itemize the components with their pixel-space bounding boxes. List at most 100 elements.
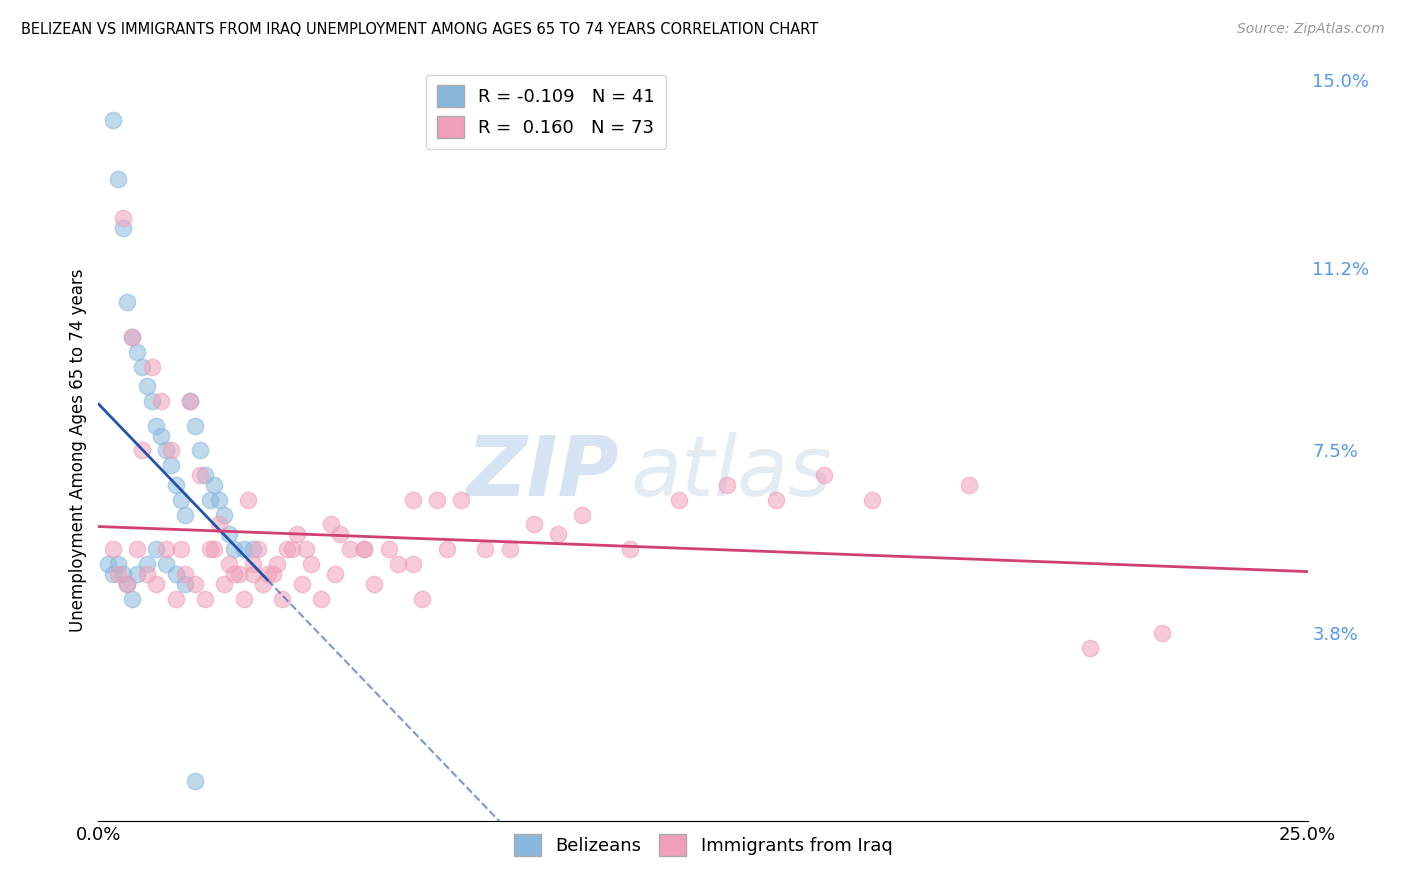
Point <box>242 542 264 557</box>
Text: ZIP: ZIP <box>465 432 619 513</box>
Point <box>174 508 197 522</box>
Point <box>212 508 235 522</box>
Point <box>363 576 385 591</box>
Point <box>222 566 245 581</box>
Point <box>179 394 201 409</box>
Point <box>131 359 153 374</box>
Point <box>101 112 124 127</box>
Point <box>765 492 787 507</box>
Text: Source: ZipAtlas.com: Source: ZipAtlas.com <box>1237 22 1385 37</box>
Point <box>325 566 347 581</box>
Point <box>141 359 163 374</box>
Point <box>474 542 496 557</box>
Point <box>242 557 264 571</box>
Point <box>450 492 472 507</box>
Point <box>155 443 177 458</box>
Point <box>169 492 191 507</box>
Point <box>121 330 143 344</box>
Text: BELIZEAN VS IMMIGRANTS FROM IRAQ UNEMPLOYMENT AMONG AGES 65 TO 74 YEARS CORRELAT: BELIZEAN VS IMMIGRANTS FROM IRAQ UNEMPLO… <box>21 22 818 37</box>
Point <box>198 492 221 507</box>
Point <box>571 508 593 522</box>
Point <box>281 542 304 557</box>
Point <box>111 221 134 235</box>
Point <box>232 542 254 557</box>
Point <box>242 566 264 581</box>
Point <box>271 591 294 606</box>
Point <box>957 478 980 492</box>
Point <box>498 542 520 557</box>
Point <box>276 542 298 557</box>
Point <box>131 443 153 458</box>
Point <box>117 576 139 591</box>
Point <box>402 557 425 571</box>
Point <box>174 576 197 591</box>
Point <box>353 542 375 557</box>
Point <box>165 478 187 492</box>
Point <box>174 566 197 581</box>
Point <box>165 591 187 606</box>
Point <box>1152 626 1174 640</box>
Point <box>135 566 157 581</box>
Point <box>319 517 342 532</box>
Point <box>155 557 177 571</box>
Point <box>117 295 139 310</box>
Text: atlas: atlas <box>630 432 832 513</box>
Point <box>155 542 177 557</box>
Point <box>252 576 274 591</box>
Point <box>377 542 399 557</box>
Point <box>218 557 240 571</box>
Point <box>860 492 883 507</box>
Point <box>107 172 129 186</box>
Point <box>194 591 217 606</box>
Point <box>145 418 167 433</box>
Point <box>150 428 173 442</box>
Point <box>135 557 157 571</box>
Point <box>295 542 318 557</box>
Point <box>101 566 124 581</box>
Point <box>285 527 308 541</box>
Point <box>813 468 835 483</box>
Point <box>101 542 124 557</box>
Point <box>309 591 332 606</box>
Point <box>523 517 546 532</box>
Point <box>411 591 433 606</box>
Point <box>165 566 187 581</box>
Point <box>150 394 173 409</box>
Point <box>127 566 149 581</box>
Point <box>339 542 361 557</box>
Point <box>212 576 235 591</box>
Point <box>329 527 352 541</box>
Point <box>160 443 183 458</box>
Point <box>716 478 738 492</box>
Point <box>169 542 191 557</box>
Point <box>97 557 120 571</box>
Point <box>194 468 217 483</box>
Point <box>238 492 260 507</box>
Point <box>619 542 641 557</box>
Point <box>121 330 143 344</box>
Point <box>232 591 254 606</box>
Point <box>188 468 211 483</box>
Point <box>127 542 149 557</box>
Point <box>184 774 207 789</box>
Point <box>135 379 157 393</box>
Point <box>204 478 226 492</box>
Point <box>208 517 231 532</box>
Point <box>387 557 409 571</box>
Point <box>266 557 288 571</box>
Point <box>204 542 226 557</box>
Point <box>141 394 163 409</box>
Point <box>426 492 449 507</box>
Point <box>107 566 129 581</box>
Point <box>228 566 250 581</box>
Point <box>145 576 167 591</box>
Point <box>299 557 322 571</box>
Legend: Belizeans, Immigrants from Iraq: Belizeans, Immigrants from Iraq <box>506 827 900 863</box>
Point <box>256 566 278 581</box>
Point <box>198 542 221 557</box>
Point <box>208 492 231 507</box>
Point <box>353 542 375 557</box>
Point <box>402 492 425 507</box>
Point <box>179 394 201 409</box>
Point <box>188 443 211 458</box>
